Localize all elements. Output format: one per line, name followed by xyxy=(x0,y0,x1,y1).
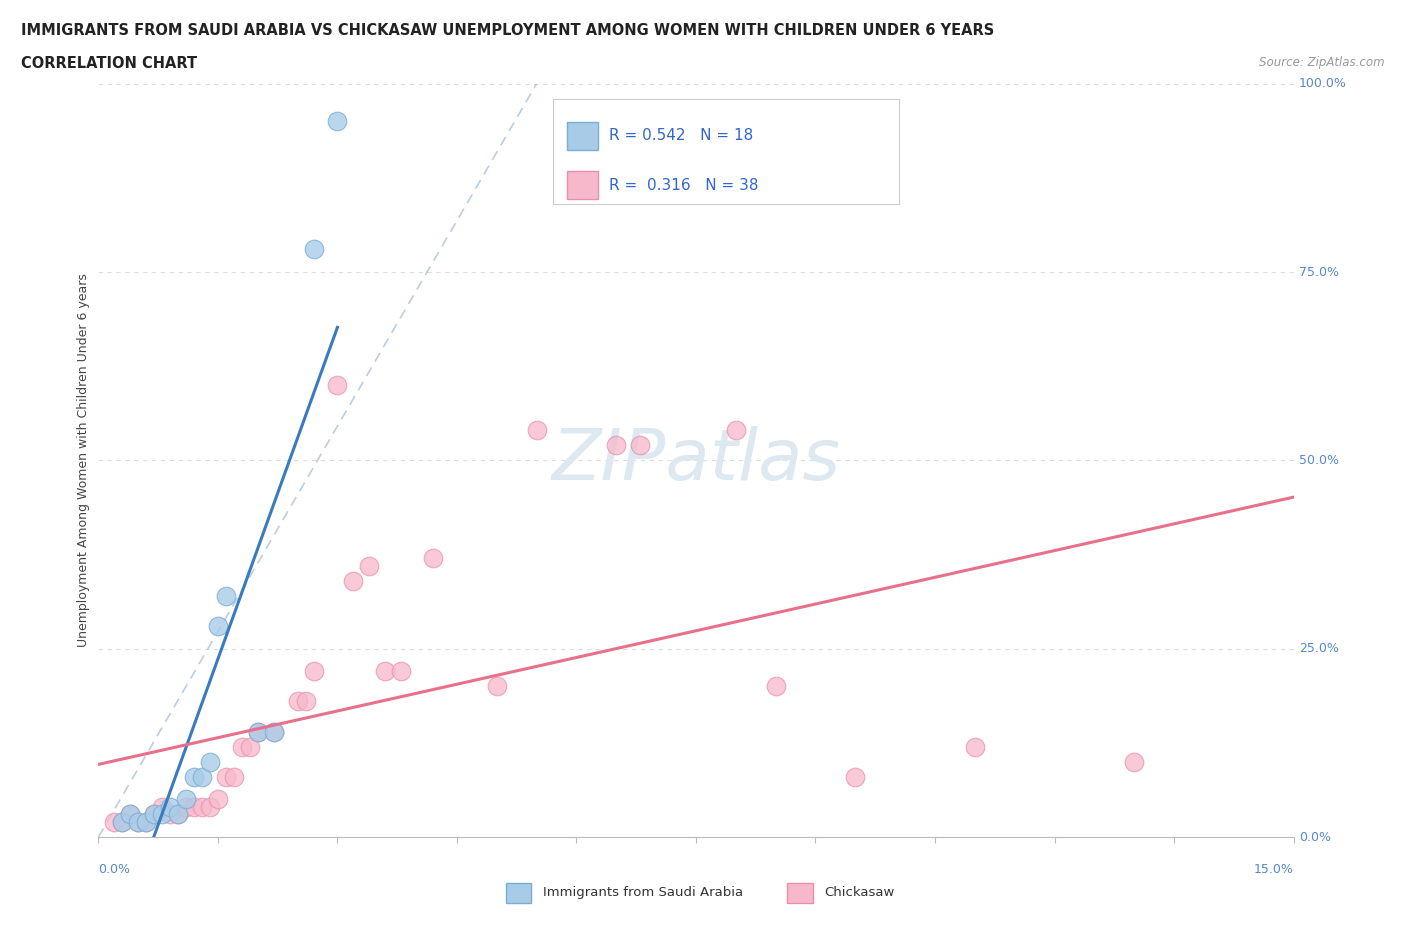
Point xyxy=(143,807,166,822)
Point xyxy=(174,800,197,815)
Text: Immigrants from Saudi Arabia: Immigrants from Saudi Arabia xyxy=(543,886,742,899)
Point xyxy=(628,438,651,453)
Text: 50.0%: 50.0% xyxy=(1299,454,1339,467)
Point xyxy=(103,815,125,830)
Point xyxy=(120,807,142,822)
Point xyxy=(127,815,149,830)
Point xyxy=(167,807,190,822)
Point xyxy=(844,769,866,784)
Point xyxy=(1123,754,1146,769)
Point xyxy=(231,739,253,754)
Point xyxy=(111,815,134,830)
Point xyxy=(174,792,197,807)
Point xyxy=(150,800,173,815)
Point xyxy=(111,815,134,830)
Point xyxy=(765,679,787,694)
Point xyxy=(342,574,364,589)
Point xyxy=(963,739,986,754)
Point xyxy=(263,724,285,739)
Text: CORRELATION CHART: CORRELATION CHART xyxy=(21,56,197,71)
Point xyxy=(302,242,325,257)
Point xyxy=(326,114,349,129)
Point xyxy=(294,694,316,709)
Text: 0.0%: 0.0% xyxy=(98,863,131,876)
Point xyxy=(159,807,181,822)
Point xyxy=(302,664,325,679)
Point xyxy=(127,815,149,830)
Point xyxy=(422,551,444,565)
Point xyxy=(135,815,157,830)
Point xyxy=(605,438,627,453)
Point xyxy=(135,815,157,830)
Text: R = 0.542   N = 18: R = 0.542 N = 18 xyxy=(609,128,754,143)
Point xyxy=(359,558,381,573)
Point xyxy=(198,800,221,815)
Text: R =  0.316   N = 38: R = 0.316 N = 38 xyxy=(609,178,758,193)
Point xyxy=(191,800,214,815)
Point xyxy=(526,423,548,438)
Text: 15.0%: 15.0% xyxy=(1254,863,1294,876)
Point xyxy=(150,807,173,822)
Point xyxy=(167,807,190,822)
Point xyxy=(326,378,349,392)
Point xyxy=(263,724,285,739)
Point xyxy=(120,807,142,822)
Point xyxy=(246,724,269,739)
Text: Source: ZipAtlas.com: Source: ZipAtlas.com xyxy=(1260,56,1385,69)
Point xyxy=(183,800,205,815)
Y-axis label: Unemployment Among Women with Children Under 6 years: Unemployment Among Women with Children U… xyxy=(77,273,90,647)
Point xyxy=(246,724,269,739)
Point xyxy=(143,807,166,822)
Point xyxy=(287,694,309,709)
Text: 25.0%: 25.0% xyxy=(1299,643,1339,655)
Point xyxy=(215,589,238,604)
Point xyxy=(159,800,181,815)
Text: 100.0%: 100.0% xyxy=(1299,77,1347,90)
Point xyxy=(485,679,508,694)
Text: IMMIGRANTS FROM SAUDI ARABIA VS CHICKASAW UNEMPLOYMENT AMONG WOMEN WITH CHILDREN: IMMIGRANTS FROM SAUDI ARABIA VS CHICKASA… xyxy=(21,23,994,38)
Text: ZIPatlas: ZIPatlas xyxy=(551,426,841,495)
Text: 75.0%: 75.0% xyxy=(1299,266,1339,278)
Point xyxy=(191,769,214,784)
Point xyxy=(207,792,229,807)
Point xyxy=(389,664,412,679)
Point xyxy=(374,664,396,679)
Point xyxy=(724,423,747,438)
Point xyxy=(222,769,245,784)
Text: 0.0%: 0.0% xyxy=(1299,830,1331,844)
Point xyxy=(207,618,229,633)
Point xyxy=(215,769,238,784)
Point xyxy=(239,739,262,754)
Point xyxy=(198,754,221,769)
Text: Chickasaw: Chickasaw xyxy=(824,886,894,899)
Point xyxy=(183,769,205,784)
